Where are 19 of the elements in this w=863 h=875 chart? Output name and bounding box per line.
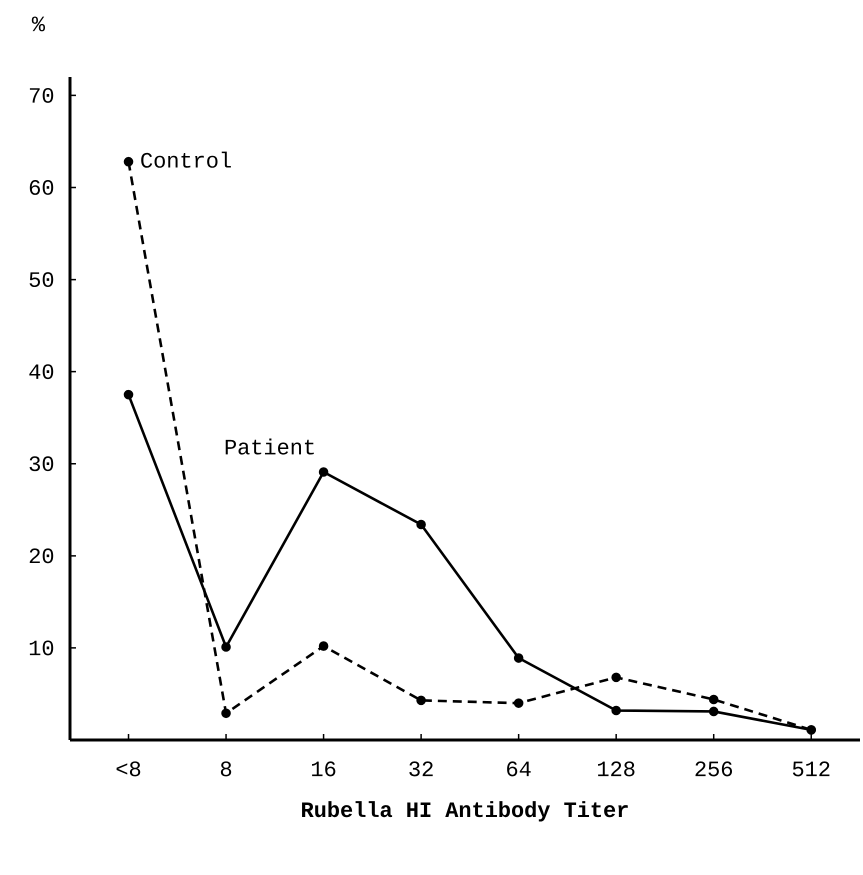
y-tick-label: 40 bbox=[29, 364, 54, 380]
y-tick-label: 50 bbox=[30, 272, 54, 288]
x-tick-label: 64 bbox=[507, 761, 531, 776]
x-tick-label: 8 bbox=[220, 761, 232, 776]
y-tick-label: 70 bbox=[30, 88, 54, 103]
y-tick-label: 60 bbox=[30, 180, 54, 195]
x-tick-label: 128 bbox=[598, 761, 634, 776]
x-axis-title: Rubella HI Antibody Titer bbox=[302, 801, 628, 822]
x-tick-label: 512 bbox=[792, 761, 830, 776]
x-tick-label: 256 bbox=[696, 761, 732, 776]
series-label: Patient bbox=[226, 438, 314, 455]
y-tick-label: 20 bbox=[30, 548, 54, 564]
y-tick-label: 30 bbox=[30, 456, 54, 472]
x-tick-label: 32 bbox=[409, 761, 433, 776]
y-axis-title: % bbox=[32, 16, 45, 32]
x-tick-label: <8 bbox=[116, 761, 140, 776]
y-tick-label: 10 bbox=[30, 640, 54, 656]
series-label: Control bbox=[141, 152, 231, 168]
x-tick-label: 16 bbox=[312, 761, 336, 776]
